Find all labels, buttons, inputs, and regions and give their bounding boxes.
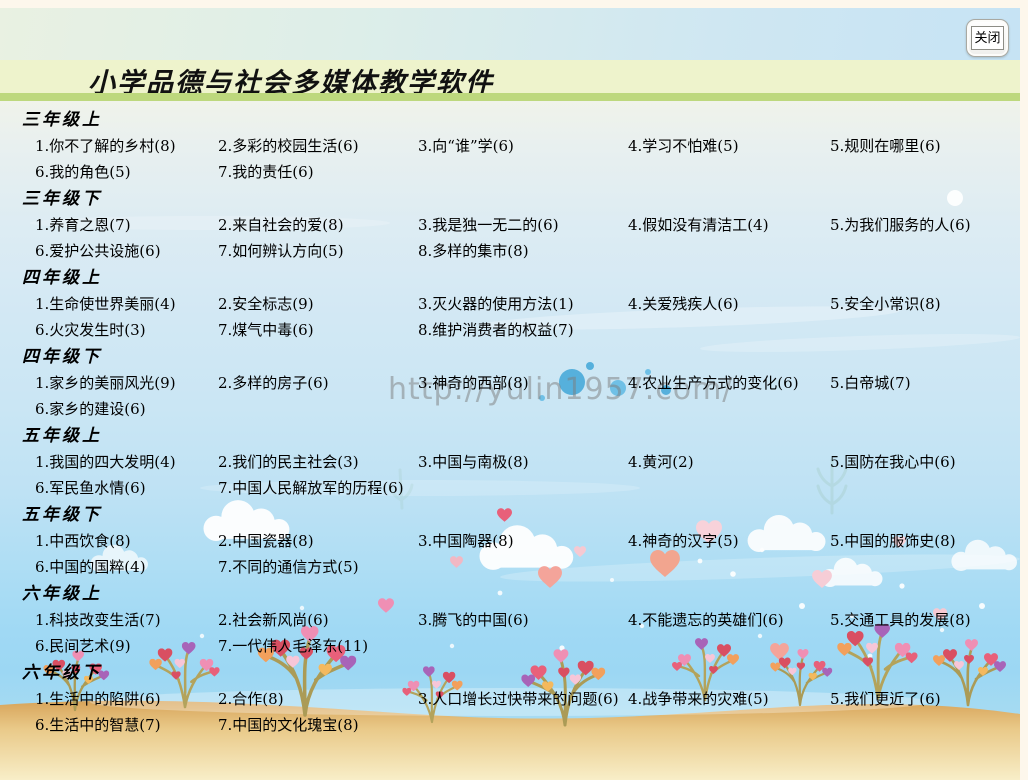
lesson-link[interactable]: 6.生活中的智慧(7) bbox=[35, 716, 161, 734]
lesson-link[interactable]: 6.我的角色(5) bbox=[35, 163, 131, 181]
lesson-link[interactable]: 6.民间艺术(9) bbox=[35, 637, 131, 655]
lesson-link[interactable]: 3.灭火器的使用方法(1) bbox=[418, 295, 574, 313]
grade-header: 六年级下 bbox=[22, 663, 102, 683]
lesson-link[interactable]: 5.规则在哪里(6) bbox=[830, 137, 941, 155]
lesson-link[interactable]: 5.安全小常识(8) bbox=[830, 295, 941, 313]
lesson-grid: 1.生命使世界美丽(4) 2.安全标志(9) 3.灭火器的使用方法(1) 4.关… bbox=[0, 291, 1020, 343]
lesson-link[interactable]: 7.如何辨认方向(5) bbox=[218, 242, 344, 260]
lesson-link[interactable]: 1.家乡的美丽风光(9) bbox=[35, 374, 176, 392]
lesson-link[interactable]: 5.中国的服饰史(8) bbox=[830, 532, 956, 550]
lesson-link[interactable]: 4.不能遗忘的英雄们(6) bbox=[628, 611, 784, 629]
grade-header: 六年级上 bbox=[22, 584, 102, 604]
lesson-link[interactable]: 2.多彩的校园生活(6) bbox=[218, 137, 359, 155]
grade-section: 四年级上 1.生命使世界美丽(4) 2.安全标志(9) 3.灭火器的使用方法(1… bbox=[0, 265, 1020, 344]
lesson-link[interactable]: 7.一代伟人毛泽东(11) bbox=[218, 637, 369, 655]
lesson-link[interactable]: 3.神奇的西部(8) bbox=[418, 374, 529, 392]
lesson-grid: 1.科技改变生活(7) 2.社会新风尚(6) 3.腾飞的中国(6) 4.不能遗忘… bbox=[0, 607, 1020, 659]
title-band: 小学品德与社会多媒体教学软件 bbox=[0, 60, 1020, 99]
lesson-link[interactable]: 3.腾飞的中国(6) bbox=[418, 611, 529, 629]
lesson-link[interactable]: 4.黄河(2) bbox=[628, 453, 694, 471]
lesson-grid: 1.养育之恩(7) 2.来自社会的爱(8) 3.我是独一无二的(6) 4.假如没… bbox=[0, 212, 1020, 264]
lesson-link[interactable]: 5.交通工具的发展(8) bbox=[830, 611, 971, 629]
grade-section: 三年级上 1.你不了解的乡村(8) 2.多彩的校园生活(6) 3.向“谁”学(6… bbox=[0, 107, 1020, 186]
lesson-grid: 1.中西饮食(8) 2.中国瓷器(8) 3.中国陶器(8) 4.神奇的汉字(5)… bbox=[0, 528, 1020, 580]
lesson-link[interactable]: 6.军民鱼水情(6) bbox=[35, 479, 146, 497]
lesson-link[interactable]: 1.我国的四大发明(4) bbox=[35, 453, 176, 471]
grade-header: 五年级上 bbox=[22, 426, 102, 446]
close-button[interactable]: 关闭 bbox=[966, 19, 1009, 57]
lesson-link[interactable]: 4.学习不怕难(5) bbox=[628, 137, 739, 155]
lesson-link[interactable]: 8.维护消费者的权益(7) bbox=[418, 321, 574, 339]
lesson-link[interactable]: 2.合作(8) bbox=[218, 690, 284, 708]
lesson-link[interactable]: 7.煤气中毒(6) bbox=[218, 321, 314, 339]
lesson-link[interactable]: 6.火灾发生时(3) bbox=[35, 321, 146, 339]
lesson-link[interactable]: 4.农业生产方式的变化(6) bbox=[628, 374, 799, 392]
grade-section: 四年级下 1.家乡的美丽风光(9) 2.多样的房子(6) 3.神奇的西部(8) … bbox=[0, 344, 1020, 423]
grade-section: 六年级下 1.生活中的陷阱(6) 2.合作(8) 3.人口增长过快带来的问题(6… bbox=[0, 660, 1020, 739]
app-content: http://yulin1957.com/ 关闭 小学品德与社会多媒体教学软件 … bbox=[0, 8, 1020, 780]
lesson-link[interactable]: 7.中国人民解放军的历程(6) bbox=[218, 479, 404, 497]
title-divider bbox=[0, 93, 1020, 101]
lesson-link[interactable]: 1.科技改变生活(7) bbox=[35, 611, 161, 629]
close-button-label: 关闭 bbox=[971, 26, 1004, 50]
grade-section: 五年级上 1.我国的四大发明(4) 2.我们的民主社会(3) 3.中国与南极(8… bbox=[0, 423, 1020, 502]
lesson-link[interactable]: 5.白帝城(7) bbox=[830, 374, 911, 392]
grade-header: 三年级上 bbox=[22, 110, 102, 130]
lesson-link[interactable]: 2.来自社会的爱(8) bbox=[218, 216, 344, 234]
grade-header: 四年级下 bbox=[22, 347, 102, 367]
lesson-link[interactable]: 3.中国陶器(8) bbox=[418, 532, 514, 550]
lesson-link[interactable]: 4.关爱残疾人(6) bbox=[628, 295, 739, 313]
lesson-link[interactable]: 2.中国瓷器(8) bbox=[218, 532, 314, 550]
lesson-link[interactable]: 3.向“谁”学(6) bbox=[418, 137, 514, 155]
lesson-grid: 1.家乡的美丽风光(9) 2.多样的房子(6) 3.神奇的西部(8) 4.农业生… bbox=[0, 370, 1020, 422]
lesson-link[interactable]: 7.中国的文化瑰宝(8) bbox=[218, 716, 359, 734]
lesson-link[interactable]: 2.安全标志(9) bbox=[218, 295, 314, 313]
grade-header: 四年级上 bbox=[22, 268, 102, 288]
lesson-link[interactable]: 7.不同的通信方式(5) bbox=[218, 558, 359, 576]
topbar: 关闭 bbox=[0, 8, 1020, 60]
lesson-link[interactable]: 5.为我们服务的人(6) bbox=[830, 216, 971, 234]
grade-section: 六年级上 1.科技改变生活(7) 2.社会新风尚(6) 3.腾飞的中国(6) 4… bbox=[0, 581, 1020, 660]
lesson-link[interactable]: 1.生活中的陷阱(6) bbox=[35, 690, 161, 708]
lesson-link[interactable]: 5.我们更近了(6) bbox=[830, 690, 941, 708]
lesson-link[interactable]: 3.中国与南极(8) bbox=[418, 453, 529, 471]
lesson-link[interactable]: 1.你不了解的乡村(8) bbox=[35, 137, 176, 155]
lesson-link[interactable]: 6.爱护公共设施(6) bbox=[35, 242, 161, 260]
grade-section: 三年级下 1.养育之恩(7) 2.来自社会的爱(8) 3.我是独一无二的(6) … bbox=[0, 186, 1020, 265]
lesson-link[interactable]: 1.养育之恩(7) bbox=[35, 216, 131, 234]
lesson-link[interactable]: 4.神奇的汉字(5) bbox=[628, 532, 739, 550]
lesson-link[interactable]: 3.人口增长过快带来的问题(6) bbox=[418, 690, 619, 708]
lesson-grid: 1.生活中的陷阱(6) 2.合作(8) 3.人口增长过快带来的问题(6) 4.战… bbox=[0, 686, 1020, 738]
lesson-link[interactable]: 3.我是独一无二的(6) bbox=[418, 216, 559, 234]
lesson-link[interactable]: 4.假如没有清洁工(4) bbox=[628, 216, 769, 234]
lesson-link[interactable]: 2.我们的民主社会(3) bbox=[218, 453, 359, 471]
lesson-link[interactable]: 1.生命使世界美丽(4) bbox=[35, 295, 176, 313]
lesson-link[interactable]: 2.社会新风尚(6) bbox=[218, 611, 329, 629]
lesson-link[interactable]: 2.多样的房子(6) bbox=[218, 374, 329, 392]
lesson-link[interactable]: 6.中国的国粹(4) bbox=[35, 558, 146, 576]
lesson-grid: 1.我国的四大发明(4) 2.我们的民主社会(3) 3.中国与南极(8) 4.黄… bbox=[0, 449, 1020, 501]
lesson-link[interactable]: 6.家乡的建设(6) bbox=[35, 400, 146, 418]
lesson-grid: 1.你不了解的乡村(8) 2.多彩的校园生活(6) 3.向“谁”学(6) 4.学… bbox=[0, 133, 1020, 185]
lesson-link[interactable]: 5.国防在我心中(6) bbox=[830, 453, 956, 471]
lesson-link[interactable]: 7.我的责任(6) bbox=[218, 163, 314, 181]
lesson-list: 三年级上 1.你不了解的乡村(8) 2.多彩的校园生活(6) 3.向“谁”学(6… bbox=[0, 107, 1020, 739]
lesson-link[interactable]: 4.战争带来的灾难(5) bbox=[628, 690, 769, 708]
lesson-link[interactable]: 8.多样的集市(8) bbox=[418, 242, 529, 260]
grade-header: 三年级下 bbox=[22, 189, 102, 209]
grade-header: 五年级下 bbox=[22, 505, 102, 525]
grade-section: 五年级下 1.中西饮食(8) 2.中国瓷器(8) 3.中国陶器(8) 4.神奇的… bbox=[0, 502, 1020, 581]
lesson-link[interactable]: 1.中西饮食(8) bbox=[35, 532, 131, 550]
